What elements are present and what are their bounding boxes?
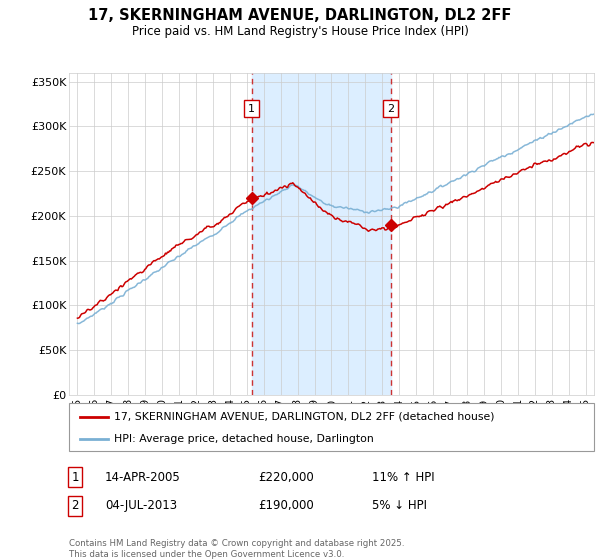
Text: 04-JUL-2013: 04-JUL-2013 <box>105 499 177 512</box>
Text: Price paid vs. HM Land Registry's House Price Index (HPI): Price paid vs. HM Land Registry's House … <box>131 25 469 38</box>
FancyBboxPatch shape <box>69 403 594 451</box>
Text: 11% ↑ HPI: 11% ↑ HPI <box>372 470 434 484</box>
Text: 1: 1 <box>71 470 79 484</box>
Text: 5% ↓ HPI: 5% ↓ HPI <box>372 499 427 512</box>
Text: Contains HM Land Registry data © Crown copyright and database right 2025.
This d: Contains HM Land Registry data © Crown c… <box>69 539 404 559</box>
Text: 17, SKERNINGHAM AVENUE, DARLINGTON, DL2 2FF: 17, SKERNINGHAM AVENUE, DARLINGTON, DL2 … <box>88 8 512 24</box>
Text: 2: 2 <box>71 499 79 512</box>
Text: £220,000: £220,000 <box>258 470 314 484</box>
Text: 2: 2 <box>387 104 394 114</box>
Text: 17, SKERNINGHAM AVENUE, DARLINGTON, DL2 2FF (detached house): 17, SKERNINGHAM AVENUE, DARLINGTON, DL2 … <box>113 412 494 422</box>
Text: £190,000: £190,000 <box>258 499 314 512</box>
Bar <box>251 73 391 395</box>
Text: 1: 1 <box>248 104 255 114</box>
Text: 14-APR-2005: 14-APR-2005 <box>105 470 181 484</box>
Text: HPI: Average price, detached house, Darlington: HPI: Average price, detached house, Darl… <box>113 434 373 444</box>
